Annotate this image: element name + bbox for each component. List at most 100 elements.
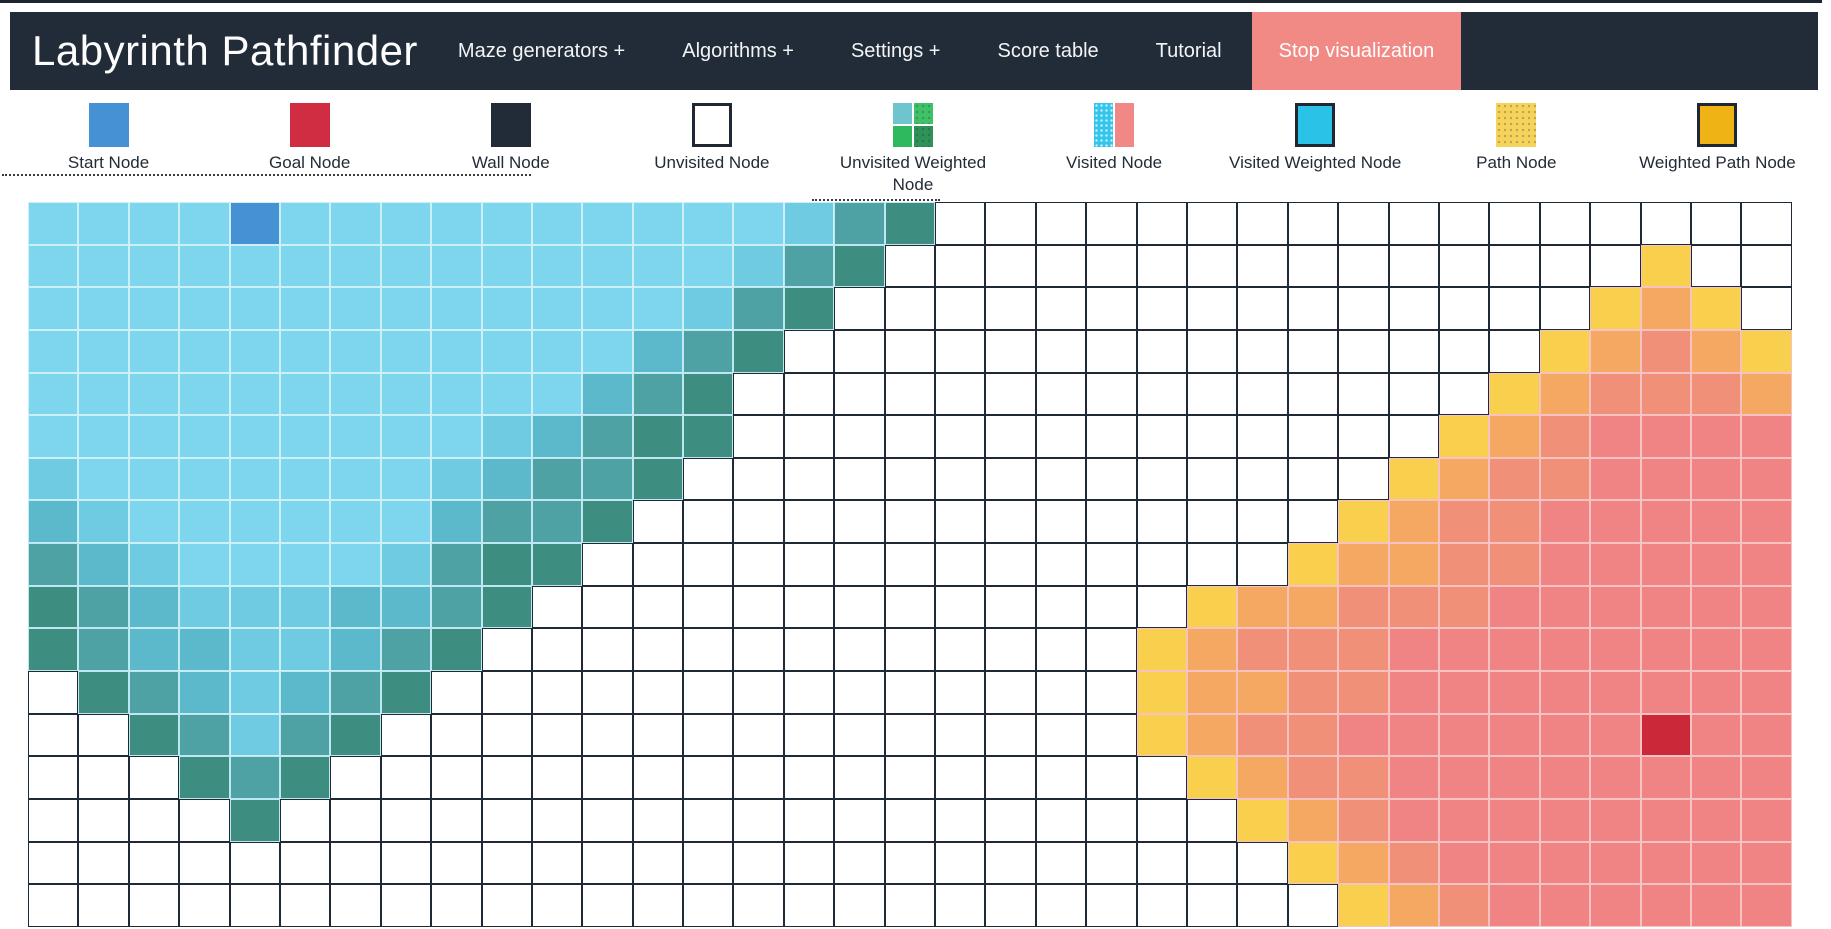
grid-cell-visited-cyan-light[interactable] (330, 543, 381, 586)
grid-cell-unvisited[interactable] (632, 671, 684, 714)
grid-cell-visited-pink[interactable] (1690, 671, 1742, 714)
grid-cell-visited-cyan-light[interactable] (229, 287, 280, 330)
grid-cell-visited-cyan[interactable] (128, 543, 180, 586)
grid-cell-unvisited[interactable] (884, 585, 936, 629)
grid-cell-visited-frontier-green[interactable] (380, 671, 432, 714)
nav-item-maze-generators[interactable]: Maze generators + (457, 39, 626, 62)
grid-cell-unvisited[interactable] (1237, 202, 1288, 245)
grid-cell-unvisited[interactable] (1287, 415, 1339, 458)
grid-cell-unvisited[interactable] (985, 841, 1036, 885)
grid-cell-visited-pink[interactable] (1489, 628, 1540, 672)
grid-cell-visited-cyan[interactable] (783, 202, 835, 245)
grid-cell-visited-cyan-light[interactable] (683, 244, 734, 288)
grid-cell-unvisited[interactable] (935, 798, 986, 842)
grid-cell-visited-pink[interactable] (1388, 671, 1439, 714)
grid-cell-visited-pink[interactable] (1438, 628, 1490, 672)
grid-cell-unvisited[interactable] (1086, 287, 1137, 330)
grid-cell-unvisited[interactable] (531, 713, 583, 757)
grid-cell-visited-cyan-light[interactable] (179, 415, 230, 458)
grid-cell-visited-frontier-green[interactable] (683, 372, 734, 416)
grid-cell-visited-pink[interactable] (1438, 713, 1490, 757)
grid-cell-unvisited[interactable] (1086, 798, 1137, 842)
grid-cell-visited-cyan-light[interactable] (380, 500, 432, 544)
grid-cell-unvisited[interactable] (1237, 457, 1288, 501)
grid-cell-visited-cyan-light[interactable] (128, 329, 180, 373)
grid-cell-frontier-yellow[interactable] (1338, 500, 1389, 544)
grid-cell-visited-cyan-light[interactable] (330, 457, 381, 501)
grid-cell-unvisited[interactable] (733, 671, 784, 714)
grid-cell-unvisited[interactable] (985, 500, 1036, 544)
grid-cell-unvisited[interactable] (1035, 244, 1087, 288)
grid-cell-visited-salmon[interactable] (1438, 543, 1490, 586)
grid-cell-unvisited[interactable] (935, 415, 986, 458)
grid-cell-visited-orange[interactable] (1338, 543, 1389, 586)
grid-cell-unvisited[interactable] (1741, 244, 1792, 288)
grid-cell-unvisited[interactable] (1186, 244, 1238, 288)
grid-cell-visited-frontier-green[interactable] (229, 798, 280, 842)
grid-cell-unvisited[interactable] (1237, 372, 1288, 416)
grid-cell-unvisited[interactable] (1338, 372, 1389, 416)
grid-cell-visited-teal[interactable] (128, 585, 180, 629)
grid-cell-visited-pink[interactable] (1741, 713, 1792, 757)
grid-cell-visited-teal[interactable] (179, 628, 230, 672)
grid-cell-unvisited[interactable] (380, 713, 432, 757)
grid-cell-unvisited[interactable] (582, 798, 633, 842)
grid-cell-visited-pink[interactable] (1590, 841, 1641, 885)
grid-cell-visited-salmon[interactable] (1489, 457, 1540, 501)
grid-cell-visited-cyan-light[interactable] (78, 202, 129, 245)
grid-cell-unvisited[interactable] (179, 841, 230, 885)
grid-cell-visited-frontier-green[interactable] (481, 543, 532, 586)
grid-cell-visited-frontier-green[interactable] (279, 756, 331, 799)
grid-cell-visited-pink[interactable] (1438, 841, 1490, 885)
grid-cell-visited-teal-dark[interactable] (783, 244, 835, 288)
grid-cell-unvisited[interactable] (1338, 202, 1389, 245)
nav-item-algorithms[interactable]: Algorithms + (682, 39, 794, 62)
grid-cell-unvisited[interactable] (683, 543, 734, 586)
grid-cell-unvisited[interactable] (279, 798, 331, 842)
grid-cell-visited-pink[interactable] (1489, 713, 1540, 757)
grid-cell-unvisited[interactable] (1338, 287, 1389, 330)
grid-cell-visited-pink[interactable] (1690, 798, 1742, 842)
grid-cell-visited-pink[interactable] (1690, 585, 1742, 629)
grid-cell-unvisited[interactable] (330, 798, 381, 842)
grid-cell-unvisited[interactable] (1237, 415, 1288, 458)
grid-cell-visited-frontier-green[interactable] (683, 415, 734, 458)
grid-cell-unvisited[interactable] (1186, 202, 1238, 245)
grid-cell-unvisited[interactable] (1186, 884, 1238, 927)
grid-cell-frontier-yellow[interactable] (1186, 585, 1238, 629)
grid-cell-unvisited[interactable] (683, 671, 734, 714)
grid-cell-unvisited[interactable] (935, 329, 986, 373)
nav-item-tutorial[interactable]: Tutorial (1155, 39, 1222, 62)
grid-cell-visited-teal-dark[interactable] (179, 713, 230, 757)
grid-cell-visited-orange[interactable] (1237, 756, 1288, 799)
grid-cell-unvisited[interactable] (1035, 500, 1087, 544)
grid-cell-unvisited[interactable] (1136, 798, 1187, 842)
grid-cell-unvisited[interactable] (1035, 628, 1087, 672)
grid-cell-visited-cyan-light[interactable] (78, 372, 129, 416)
grid-cell-visited-teal[interactable] (531, 415, 583, 458)
grid-cell-unvisited[interactable] (380, 756, 432, 799)
grid-cell-unvisited[interactable] (683, 713, 734, 757)
grid-cell-unvisited[interactable] (1186, 372, 1238, 416)
grid-cell-visited-orange[interactable] (1590, 329, 1641, 373)
grid-cell-unvisited[interactable] (1086, 671, 1137, 714)
grid-cell-unvisited[interactable] (582, 671, 633, 714)
grid-cell-unvisited[interactable] (884, 671, 936, 714)
grid-cell-unvisited[interactable] (783, 713, 835, 757)
grid-cell-visited-cyan-light[interactable] (733, 202, 784, 245)
grid-cell-unvisited[interactable] (330, 841, 381, 885)
grid-cell-unvisited[interactable] (1287, 884, 1339, 927)
grid-cell-visited-salmon[interactable] (1388, 585, 1439, 629)
grid-cell-unvisited[interactable] (1086, 585, 1137, 629)
grid-cell-unvisited[interactable] (1539, 287, 1591, 330)
grid-cell-visited-teal-dark[interactable] (229, 756, 280, 799)
grid-cell-unvisited[interactable] (1035, 329, 1087, 373)
grid-cell-unvisited[interactable] (582, 713, 633, 757)
grid-cell-visited-frontier-green[interactable] (582, 500, 633, 544)
grid-cell-unvisited[interactable] (683, 585, 734, 629)
grid-cell-visited-pink[interactable] (1590, 798, 1641, 842)
grid-cell-visited-pink[interactable] (1640, 671, 1691, 714)
grid-cell-unvisited[interactable] (884, 884, 936, 927)
grid-cell-unvisited[interactable] (1438, 287, 1490, 330)
grid-cell-unvisited[interactable] (1237, 884, 1288, 927)
